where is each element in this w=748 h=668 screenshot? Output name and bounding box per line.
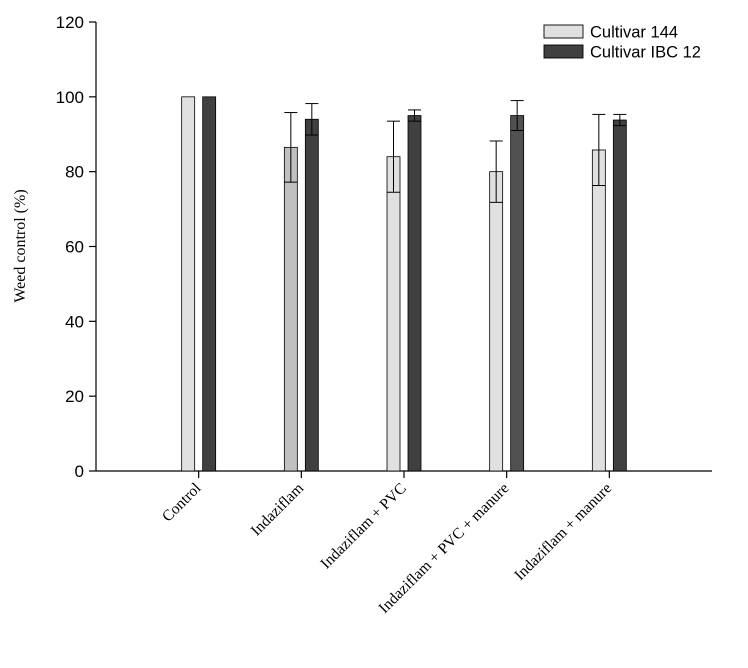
bar (304, 118, 319, 472)
bar (283, 146, 298, 472)
legend: Cultivar 144 Cultivar IBC 12 (543, 24, 701, 62)
x-tick-label: Indaziflam + manure (511, 480, 615, 584)
x-axis: Control Indaziflam Indaziflam + PVC Indazif… (96, 470, 712, 617)
legend-label: Cultivar IBC 12 (590, 44, 701, 62)
y-tick-label: 80 (65, 163, 84, 182)
bar (510, 115, 525, 472)
x-tick-label: Indaziflam + PVC (317, 480, 409, 572)
legend-swatch (543, 44, 584, 59)
bar (202, 96, 217, 472)
x-tick-label: Indaziflam (248, 480, 307, 539)
y-axis-title: Weed control (%) (12, 189, 29, 302)
y-tick-label: 100 (56, 88, 84, 107)
bar (386, 156, 401, 472)
bar (407, 115, 422, 472)
y-tick-label: 0 (75, 462, 84, 481)
legend-swatch (543, 24, 584, 39)
y-axis: 0 20 40 60 80 100 120 (56, 13, 97, 481)
bar (612, 119, 627, 472)
bar (181, 96, 196, 472)
x-tick-label: Control (159, 480, 205, 526)
y-tick-label: 60 (65, 238, 84, 257)
y-tick-label: 20 (65, 387, 84, 406)
bar (489, 171, 504, 472)
bars (181, 96, 627, 472)
bar (591, 149, 606, 472)
y-tick-label: 120 (56, 13, 84, 32)
y-tick-label: 40 (65, 312, 84, 331)
legend-label: Cultivar 144 (590, 24, 678, 42)
